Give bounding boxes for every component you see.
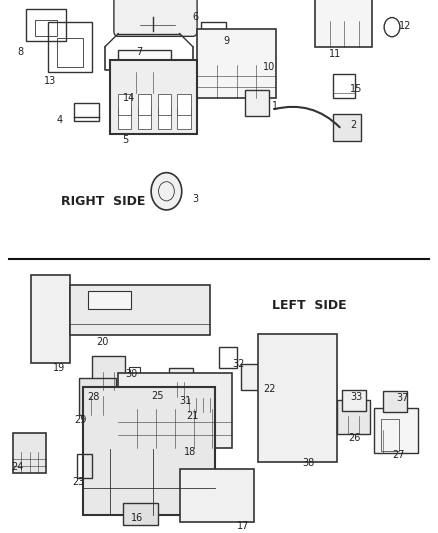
Text: 18: 18	[184, 447, 196, 457]
Text: 37: 37	[396, 393, 409, 403]
Circle shape	[234, 506, 247, 522]
Text: 17: 17	[237, 521, 249, 531]
Text: 10: 10	[263, 62, 275, 72]
Text: 27: 27	[392, 450, 405, 460]
Text: 4: 4	[57, 115, 63, 125]
FancyBboxPatch shape	[79, 378, 116, 415]
FancyBboxPatch shape	[114, 0, 197, 36]
Circle shape	[151, 173, 182, 210]
Text: 26: 26	[348, 433, 360, 443]
Text: 33: 33	[350, 392, 363, 402]
FancyBboxPatch shape	[123, 504, 158, 525]
Text: LEFT  SIDE: LEFT SIDE	[272, 298, 346, 312]
Text: 31: 31	[180, 396, 192, 406]
Text: 1: 1	[272, 101, 278, 111]
FancyBboxPatch shape	[118, 94, 131, 115]
Text: 25: 25	[151, 391, 164, 401]
Text: 13: 13	[44, 76, 56, 86]
Text: 15: 15	[350, 84, 363, 94]
FancyBboxPatch shape	[138, 94, 151, 115]
Text: 24: 24	[11, 462, 23, 472]
FancyBboxPatch shape	[110, 60, 197, 134]
FancyBboxPatch shape	[118, 108, 131, 129]
FancyBboxPatch shape	[83, 387, 215, 515]
FancyBboxPatch shape	[177, 108, 191, 129]
Text: 7: 7	[136, 47, 142, 56]
Text: 8: 8	[18, 47, 24, 56]
FancyBboxPatch shape	[158, 94, 171, 115]
Text: 22: 22	[263, 384, 276, 394]
Text: RIGHT  SIDE: RIGHT SIDE	[61, 195, 146, 208]
FancyBboxPatch shape	[88, 290, 131, 309]
FancyBboxPatch shape	[182, 385, 217, 412]
Text: 20: 20	[96, 337, 109, 347]
FancyBboxPatch shape	[138, 108, 151, 129]
Text: 23: 23	[72, 477, 85, 487]
Text: 16: 16	[131, 513, 144, 523]
Text: 3: 3	[193, 194, 199, 204]
FancyBboxPatch shape	[337, 400, 370, 434]
FancyBboxPatch shape	[197, 29, 276, 98]
Text: 28: 28	[88, 392, 100, 402]
Text: 6: 6	[193, 12, 199, 22]
Text: 38: 38	[302, 458, 314, 468]
FancyBboxPatch shape	[158, 108, 171, 129]
FancyBboxPatch shape	[92, 356, 125, 390]
FancyBboxPatch shape	[169, 368, 193, 397]
Text: 12: 12	[399, 21, 411, 31]
Text: 19: 19	[53, 364, 65, 373]
Text: 30: 30	[125, 369, 137, 379]
Text: 5: 5	[123, 135, 129, 144]
FancyBboxPatch shape	[315, 0, 372, 46]
FancyBboxPatch shape	[245, 90, 269, 116]
FancyBboxPatch shape	[241, 364, 263, 390]
Text: 21: 21	[186, 411, 198, 422]
FancyBboxPatch shape	[180, 469, 254, 522]
Text: 32: 32	[232, 359, 244, 369]
FancyBboxPatch shape	[342, 390, 366, 411]
Text: 29: 29	[74, 415, 87, 425]
FancyBboxPatch shape	[333, 114, 361, 141]
FancyBboxPatch shape	[118, 373, 232, 448]
FancyBboxPatch shape	[31, 275, 70, 363]
Text: 11: 11	[328, 49, 341, 59]
FancyBboxPatch shape	[177, 94, 191, 115]
Text: 14: 14	[123, 93, 135, 103]
FancyBboxPatch shape	[258, 334, 337, 462]
FancyBboxPatch shape	[13, 433, 46, 473]
FancyBboxPatch shape	[70, 285, 210, 335]
FancyBboxPatch shape	[374, 408, 418, 454]
Text: 2: 2	[350, 120, 357, 131]
FancyBboxPatch shape	[118, 51, 171, 93]
Text: 9: 9	[223, 36, 230, 46]
FancyBboxPatch shape	[383, 391, 407, 412]
